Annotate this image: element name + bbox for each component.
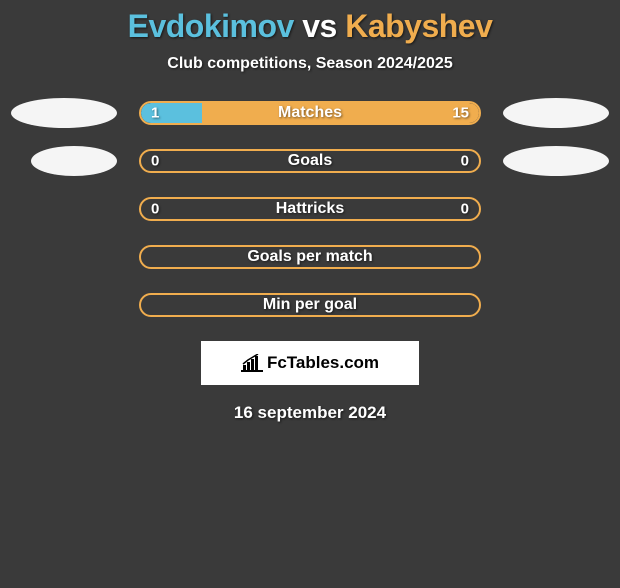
date: 16 september 2024	[0, 403, 620, 423]
stat-value-right: 15	[452, 105, 469, 122]
stat-bar: 0 0Hattricks	[139, 197, 481, 221]
stat-label: Min per goal	[141, 296, 479, 314]
stat-label: Goals per match	[141, 248, 479, 266]
player2-photo	[503, 146, 609, 176]
stat-bar: 0 0Goals	[139, 149, 481, 173]
stat-bar: Goals per match	[139, 245, 481, 269]
player2-photo	[503, 98, 609, 128]
stat-label: Hattricks	[141, 200, 479, 218]
stat-row: 115Matches	[0, 101, 620, 125]
stat-row: 0 0Goals	[0, 149, 620, 173]
player1-photo	[31, 146, 117, 176]
player1-photo	[11, 98, 117, 128]
stat-bar-right-fill	[202, 103, 479, 123]
stat-value-right: 0	[461, 153, 469, 170]
stat-value-left: 0	[151, 153, 159, 170]
stat-bar: 115Matches	[139, 101, 481, 125]
stat-row: 0 0Hattricks	[0, 197, 620, 221]
brand-text: FcTables.com	[267, 353, 379, 373]
subtitle: Club competitions, Season 2024/2025	[0, 55, 620, 73]
stats-area: 115Matches00Goals00HattricksGoals per ma…	[0, 101, 620, 317]
stat-value-left: 0	[151, 201, 159, 218]
brand-chart-icon	[241, 354, 263, 372]
vs-separator: vs	[302, 8, 337, 44]
stat-row: Goals per match	[0, 245, 620, 269]
stat-bar: Min per goal	[139, 293, 481, 317]
brand-box[interactable]: FcTables.com	[201, 341, 419, 385]
comparison-title: Evdokimov vs Kabyshev	[0, 8, 620, 45]
stat-value-right: 0	[461, 201, 469, 218]
player2-name: Kabyshev	[345, 8, 492, 44]
stat-row: Min per goal	[0, 293, 620, 317]
stat-value-left: 1	[151, 105, 159, 122]
stat-label: Goals	[141, 152, 479, 170]
player1-name: Evdokimov	[128, 8, 294, 44]
